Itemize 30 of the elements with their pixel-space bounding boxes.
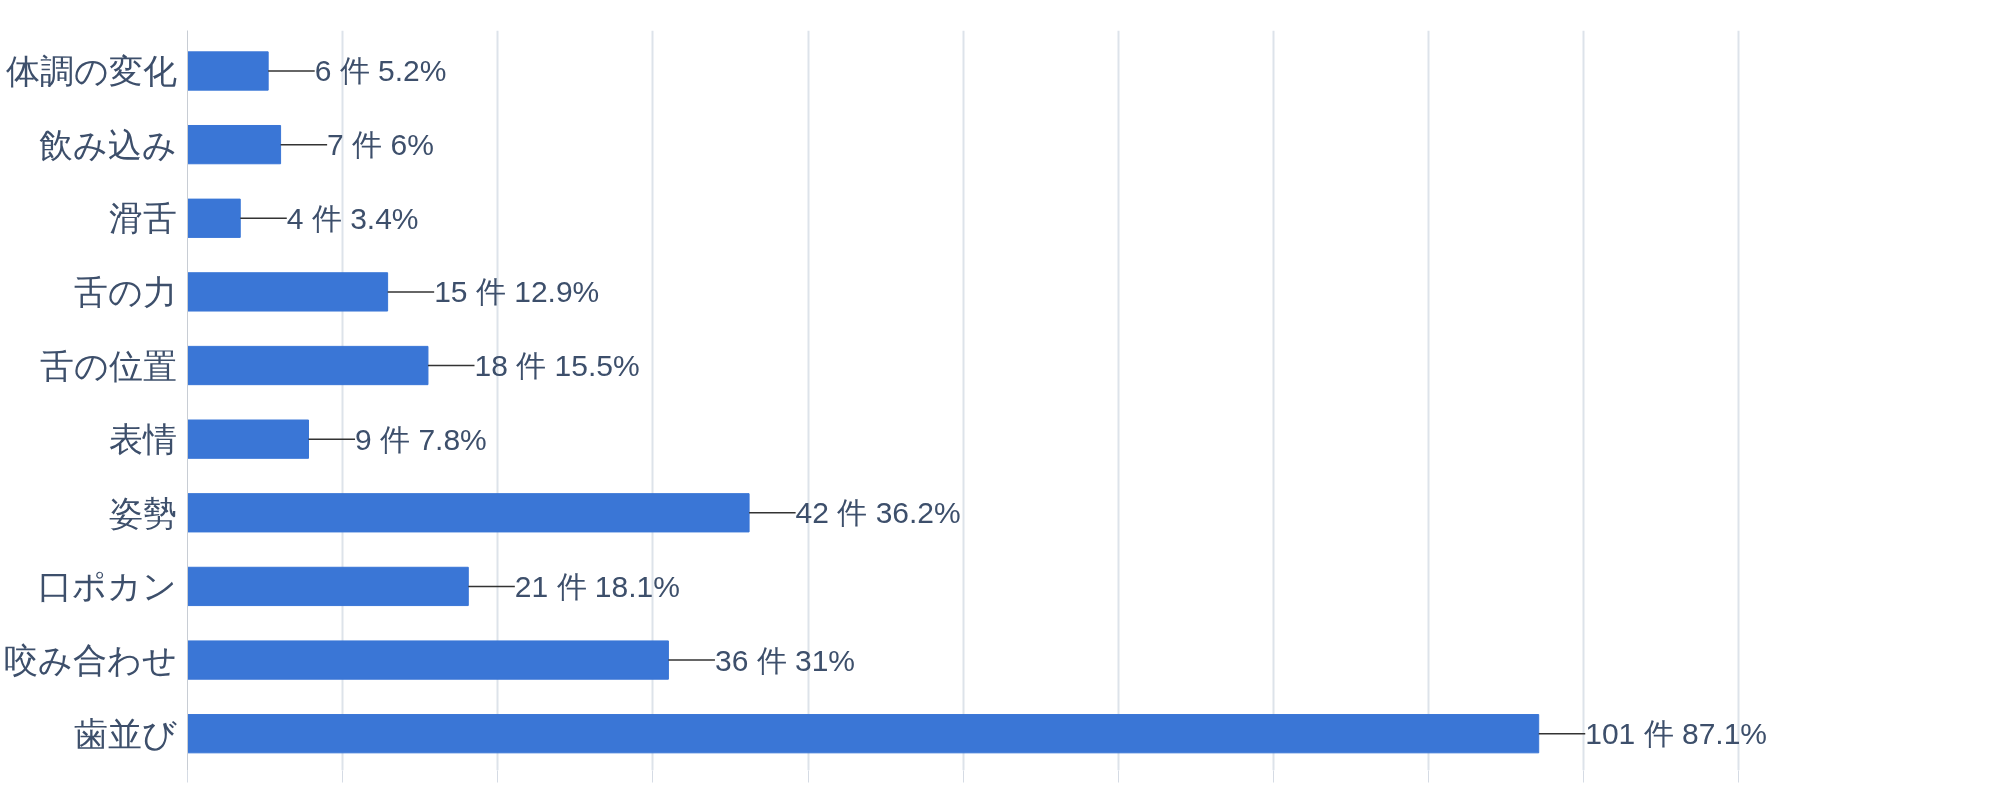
data-label: 18 件 15.5%: [474, 349, 640, 383]
y-tick-label: 体調の変化: [5, 52, 177, 90]
y-tick-label: 口ポカン: [37, 567, 177, 606]
y-tick-label: 舌の力: [73, 272, 177, 311]
data-label: 101 件 87.1%: [1585, 717, 1768, 751]
bar: [187, 640, 669, 680]
y-tick-label: 飲み込み: [38, 125, 177, 164]
bar: [187, 419, 309, 459]
y-tick-label: 歯並び: [73, 714, 177, 753]
y-tick-label: 咬み合わせ: [3, 641, 177, 680]
bar: [187, 345, 429, 386]
data-label: 36 件 31%: [714, 643, 856, 677]
data-label: 6 件 5.2%: [314, 54, 447, 88]
y-tick-label: 表情: [108, 420, 177, 459]
y-tick-label: 滑舌: [108, 199, 177, 238]
data-label: 9 件 7.8%: [355, 422, 487, 456]
data-label: 15 件 12.9%: [434, 275, 600, 309]
bar: [187, 124, 282, 165]
data-label: 42 件 36.2%: [795, 496, 961, 530]
y-tick-label: 姿勢: [108, 493, 177, 532]
bar: [187, 51, 269, 91]
bar: [187, 714, 1540, 754]
bar: [187, 198, 241, 238]
bar: [187, 493, 750, 533]
y-tick-label: 舌の位置: [39, 346, 177, 385]
data-label: 21 件 18.1%: [514, 569, 680, 603]
bar: [187, 272, 389, 312]
bar: [187, 566, 469, 607]
data-label: 4 件 3.4%: [286, 201, 419, 235]
data-label: 7 件 6%: [327, 128, 434, 162]
